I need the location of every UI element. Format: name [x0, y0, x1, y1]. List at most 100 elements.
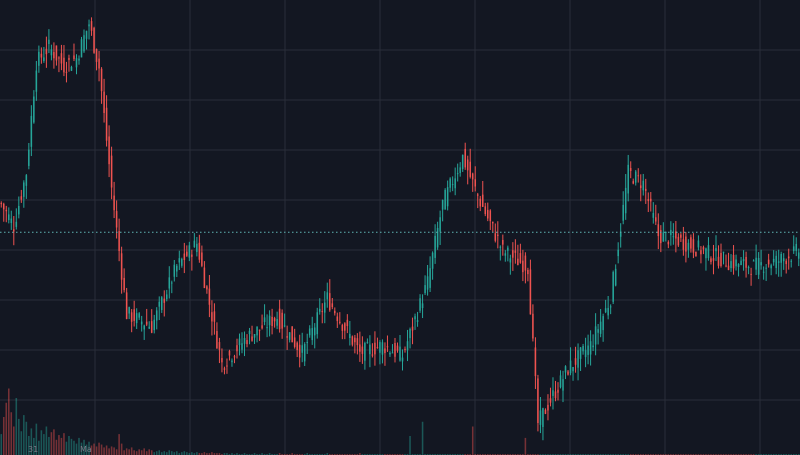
- candle-down: [557, 382, 559, 401]
- candle-up: [148, 321, 150, 330]
- volume-bar: [236, 453, 238, 455]
- candle-body: [85, 30, 88, 39]
- candle-down: [537, 374, 539, 432]
- candle-body: [597, 329, 599, 333]
- candle-body: [527, 269, 529, 275]
- candle-body: [90, 21, 93, 31]
- volume-bar: [93, 443, 95, 455]
- candle-body: [176, 265, 178, 272]
- candle-up: [652, 202, 655, 224]
- candle-down: [125, 287, 128, 320]
- candle-body: [549, 398, 552, 403]
- volume-bar: [155, 451, 158, 455]
- candle-body: [404, 348, 406, 350]
- candle-body: [476, 194, 479, 196]
- candle-up: [459, 162, 461, 177]
- candle-down: [73, 43, 75, 62]
- candle-down: [20, 189, 23, 203]
- volume-bar: [145, 451, 148, 455]
- candle-up: [241, 332, 243, 354]
- candle-down: [632, 178, 635, 185]
- candle-down: [574, 346, 577, 373]
- candle-up: [276, 311, 278, 330]
- candle-body: [436, 228, 439, 248]
- candle-body: [582, 345, 584, 352]
- candle-body: [293, 337, 296, 347]
- candle-body: [138, 313, 140, 318]
- candle-body: [544, 409, 547, 414]
- candle-body: [599, 321, 602, 334]
- candle-down: [725, 254, 727, 268]
- candle-down: [677, 233, 680, 247]
- candle-body: [80, 39, 83, 58]
- volume-bar: [183, 451, 186, 455]
- candle-up: [542, 407, 544, 441]
- volume-bar: [75, 443, 78, 455]
- candle-down: [534, 337, 537, 389]
- volume-bar: [115, 449, 118, 455]
- candle-down: [203, 261, 206, 289]
- volume-bar: [108, 448, 110, 455]
- candle-body: [379, 342, 381, 353]
- candle-body: [35, 70, 38, 92]
- candle-up: [256, 326, 258, 343]
- candle-body: [441, 199, 444, 210]
- candle-body: [612, 272, 614, 302]
- candle-body: [53, 52, 55, 59]
- candle-body: [23, 182, 25, 197]
- volume-bar: [173, 452, 176, 455]
- candle-down: [675, 220, 677, 253]
- volume-bar: [191, 452, 193, 455]
- candle-body: [562, 379, 564, 391]
- candle-body: [311, 328, 314, 341]
- candle-body: [411, 326, 414, 331]
- candle-body: [115, 211, 118, 228]
- candle-up: [318, 298, 321, 315]
- candle-body: [637, 175, 640, 177]
- candle-down: [396, 342, 399, 353]
- candle-body: [221, 358, 223, 363]
- candle-body: [313, 327, 316, 336]
- candle-down: [514, 239, 517, 264]
- candle-down: [466, 155, 469, 185]
- candle-down: [361, 336, 364, 364]
- volume-bar: [160, 452, 163, 455]
- candle-up: [424, 275, 426, 295]
- candle-body: [564, 366, 567, 373]
- candle-up: [143, 324, 145, 340]
- volume-bar: [88, 441, 90, 455]
- candle-up: [140, 315, 143, 332]
- candle-body: [58, 57, 60, 59]
- candle-down: [208, 275, 211, 318]
- candle-body: [617, 249, 619, 257]
- candle-up: [78, 55, 80, 65]
- candle-down: [336, 312, 339, 328]
- candle-body: [291, 326, 293, 343]
- candle-up: [18, 196, 20, 219]
- candle-down: [750, 267, 752, 286]
- candle-body: [685, 236, 687, 252]
- candle-body: [792, 246, 795, 252]
- candle-body: [682, 239, 685, 250]
- candle-body: [98, 58, 100, 69]
- volume-bar: [105, 445, 108, 455]
- candle-up: [707, 237, 710, 261]
- candle-up: [158, 296, 161, 321]
- candle-body: [263, 317, 266, 322]
- candle-up: [449, 177, 451, 193]
- candle-down: [655, 204, 657, 226]
- candle-body: [143, 325, 145, 330]
- candle-body: [517, 258, 519, 266]
- candle-body: [331, 303, 334, 308]
- candle-down: [404, 346, 406, 353]
- candle-body: [512, 250, 514, 258]
- candle-body: [660, 230, 662, 244]
- candle-up: [231, 358, 233, 367]
- candle-down: [321, 303, 324, 324]
- candle-up: [188, 241, 191, 262]
- volume-bar: [113, 447, 115, 455]
- candle-body: [140, 321, 143, 325]
- candle-up: [416, 311, 419, 327]
